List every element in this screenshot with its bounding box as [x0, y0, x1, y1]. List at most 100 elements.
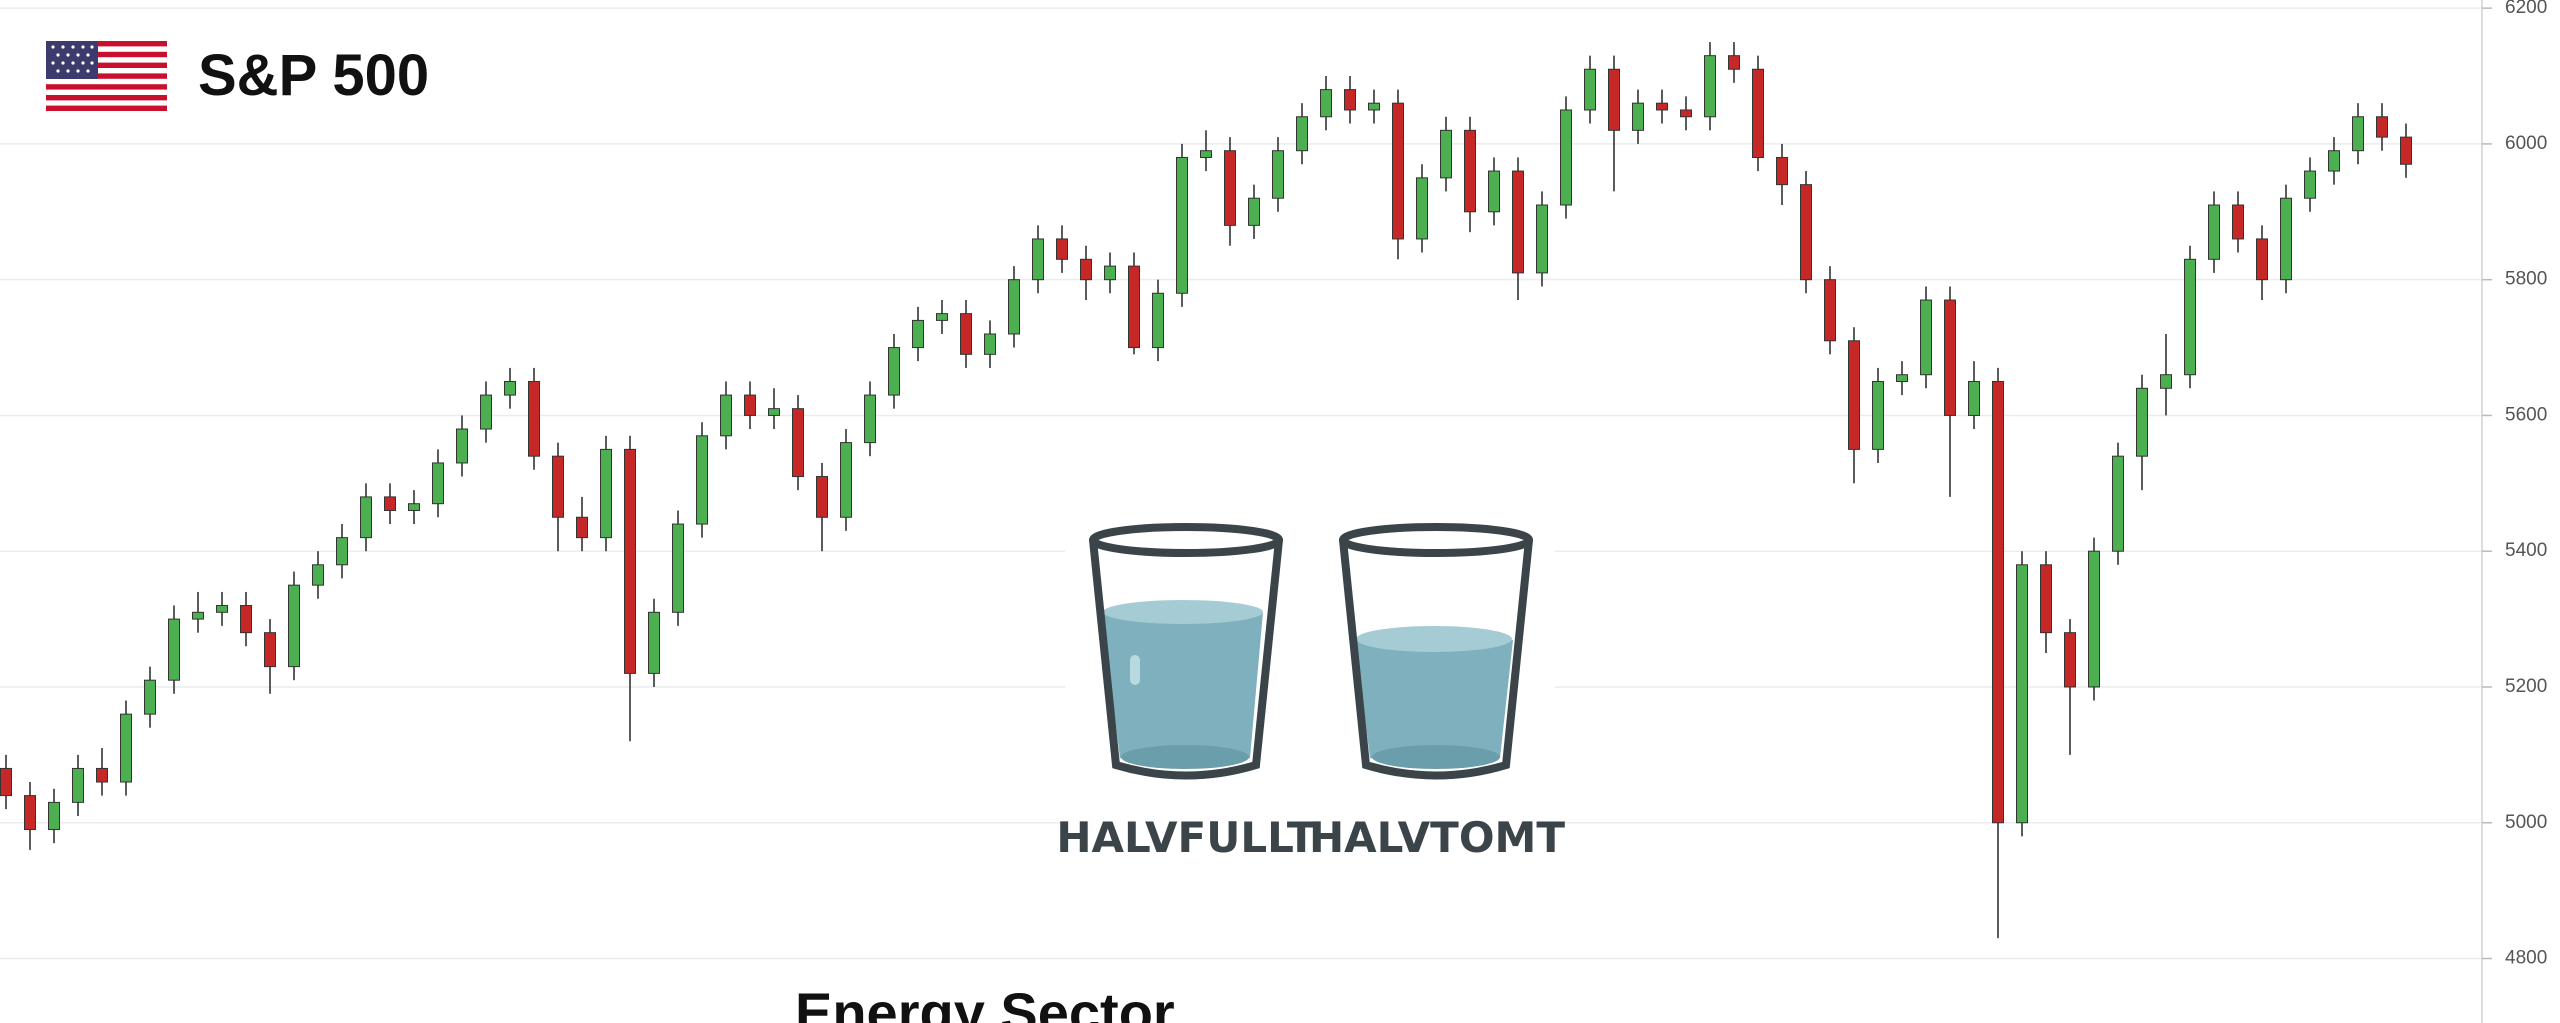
candle-body [145, 680, 156, 714]
candle-body [2401, 137, 2412, 164]
candle-body [337, 538, 348, 565]
candle-body [505, 382, 516, 396]
candle-body [1225, 151, 1236, 226]
candle-body [529, 382, 540, 457]
candle-body [433, 463, 444, 504]
candle-body [1609, 69, 1620, 130]
candle-body [265, 633, 276, 667]
candle-body [1777, 157, 1788, 184]
chart: 48005000520054005600580060006200 S&P 500 [0, 0, 2560, 1023]
candle-body [673, 524, 684, 612]
candle-body [1681, 110, 1692, 117]
y-tick-label: 5200 [2505, 676, 2547, 697]
candle-body [1969, 382, 1980, 416]
candle-body [2041, 565, 2052, 633]
candle-body [1, 768, 12, 795]
candle-body [193, 612, 204, 619]
candle-body [121, 714, 132, 782]
candle-body [25, 796, 36, 830]
candle-body [2137, 388, 2148, 456]
candle-body [217, 606, 228, 613]
candle-body [1105, 266, 1116, 280]
candle-body [841, 443, 852, 518]
y-tick-label: 4800 [2505, 948, 2547, 969]
candle-body [313, 565, 324, 585]
candle-body [913, 320, 924, 347]
candle-body [625, 449, 636, 673]
candle-body [1153, 293, 1164, 347]
candle-body [2209, 205, 2220, 259]
glasses-illustration: HALVFULLT HALVTOMT [1056, 505, 1565, 875]
candle-body [1033, 239, 1044, 280]
candle-body [385, 497, 396, 511]
candle-body [769, 409, 780, 416]
candle-body [2305, 171, 2316, 198]
candle-body [1489, 171, 1500, 212]
candle-body [1177, 157, 1188, 293]
candle-body [2281, 198, 2292, 279]
candle-body [1081, 259, 1092, 279]
candle-body [793, 409, 804, 477]
candle-body [1297, 117, 1308, 151]
candle-body [2089, 551, 2100, 687]
candle-body [2065, 633, 2076, 687]
candle-body [1897, 375, 1908, 382]
candle-body [697, 436, 708, 524]
candle-body [1945, 300, 1956, 415]
candle-body [1729, 56, 1740, 70]
chart-title: S&P 500 [198, 43, 429, 108]
candle-body [1417, 178, 1428, 239]
candle-body [1873, 382, 1884, 450]
y-tick-label: 5000 [2505, 812, 2547, 833]
candle-body [937, 314, 948, 321]
candle-body [2185, 259, 2196, 374]
candle-body [409, 504, 420, 511]
candle-body [1705, 56, 1716, 117]
candle-body [1345, 90, 1356, 110]
candle-body [1513, 171, 1524, 273]
candle-body [2113, 456, 2124, 551]
y-tick-label: 6200 [2505, 0, 2547, 18]
us-flag [46, 41, 167, 111]
candle-body [553, 456, 564, 517]
candle-body [1129, 266, 1140, 347]
candle-body [1537, 205, 1548, 273]
candle-body [2233, 205, 2244, 239]
candle-body [2257, 239, 2268, 280]
y-tick-label: 5800 [2505, 269, 2547, 290]
candle-body [1441, 130, 1452, 178]
candle-body [1393, 103, 1404, 239]
candle-body [1561, 110, 1572, 205]
candle-body [1849, 341, 1860, 450]
candle-body [961, 314, 972, 355]
candle-body [2329, 151, 2340, 171]
candle-body [73, 768, 84, 802]
candle-body [361, 497, 372, 538]
candle-body [49, 802, 60, 829]
candle-body [1633, 103, 1644, 130]
candle-body [1993, 382, 2004, 823]
y-tick-label: 5600 [2505, 404, 2547, 425]
annotation: HALVTOMT [1309, 813, 1565, 862]
candle-body [1369, 103, 1380, 110]
candle-body [1801, 185, 1812, 280]
candle-body [1201, 151, 1212, 158]
candle-body [1321, 90, 1332, 117]
candle-body [289, 585, 300, 666]
candle-body [1057, 239, 1068, 259]
candle-body [97, 768, 108, 782]
candle-body [889, 348, 900, 396]
candle-body [1585, 69, 1596, 110]
candle-body [241, 606, 252, 633]
candle-body [1657, 103, 1668, 110]
candle-body [865, 395, 876, 443]
candle-body [985, 334, 996, 354]
candle-body [1009, 280, 1020, 334]
candle-body [481, 395, 492, 429]
candle-body [2353, 117, 2364, 151]
candle-body [745, 395, 756, 415]
candle-body [601, 449, 612, 537]
candle-body [2377, 117, 2388, 137]
candle-body [1465, 130, 1476, 211]
